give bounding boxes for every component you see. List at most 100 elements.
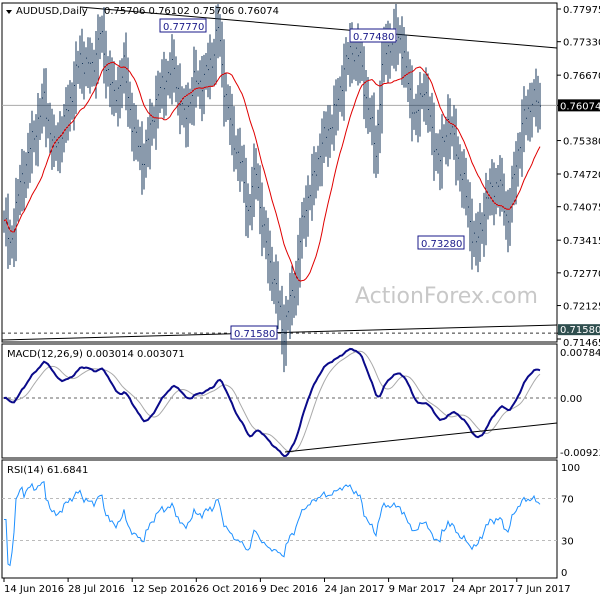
price-bar <box>329 105 331 158</box>
price-bar <box>381 40 383 134</box>
price-bar <box>313 146 315 206</box>
rsi-panel <box>1 459 558 579</box>
price-bar <box>193 46 195 126</box>
price-bar <box>215 5 217 85</box>
price-bar <box>257 163 259 201</box>
price-bar <box>479 202 481 262</box>
price-bar <box>337 78 339 131</box>
price-bar <box>413 98 415 130</box>
price-bar <box>149 98 151 170</box>
price-bar <box>333 85 335 151</box>
price-bar <box>535 68 537 127</box>
price-bar <box>185 84 187 148</box>
price-bar <box>423 73 425 122</box>
price-bar <box>79 35 81 89</box>
price-bar <box>235 135 237 170</box>
price-bar <box>159 72 161 114</box>
rsi-y-label: 70 <box>561 495 574 506</box>
price-bar <box>237 128 239 182</box>
price-bar <box>265 210 267 260</box>
macd-main-line <box>3 347 541 458</box>
price-bar <box>341 65 343 117</box>
price-bar <box>97 14 99 84</box>
price-bar <box>375 125 377 178</box>
price-bar <box>295 260 297 316</box>
price-bar <box>11 225 13 259</box>
price-bar <box>353 38 355 80</box>
price-bar <box>469 182 471 252</box>
x-tick-label: 12 Sep 2016 <box>132 584 195 595</box>
price-bar <box>131 92 133 152</box>
price-bar <box>529 82 531 142</box>
price-bar <box>141 121 143 195</box>
price-bar <box>129 81 131 129</box>
price-bar <box>475 213 477 266</box>
price-bar <box>183 88 185 128</box>
ohlc-header: 0.75706 0.76102 0.75706 0.76074 <box>104 6 279 17</box>
price-bar <box>81 28 83 94</box>
price-bar <box>513 151 515 206</box>
price-bar <box>139 126 141 171</box>
price-bar <box>19 164 21 216</box>
price-bar <box>321 118 323 187</box>
price-bar <box>371 95 373 146</box>
rsi-line <box>4 481 541 567</box>
price-bar <box>71 82 73 120</box>
price-bar <box>455 108 457 186</box>
price-bar <box>143 143 145 190</box>
price-bar <box>135 104 137 160</box>
price-bar <box>123 42 125 94</box>
collapse-triangle-icon[interactable] <box>6 10 12 14</box>
price-bar <box>323 111 325 163</box>
price-bar <box>471 198 473 270</box>
price-bar <box>435 133 437 171</box>
price-bar <box>273 261 275 305</box>
price-bar <box>105 30 107 99</box>
support-trendline <box>1 324 558 341</box>
price-annotation: 0.71580 <box>234 329 275 340</box>
x-tick-label: 24 Jan 2017 <box>325 584 385 595</box>
price-bar <box>497 165 499 208</box>
y-tick-label: 0.74075 <box>563 203 600 214</box>
price-bar <box>21 149 23 212</box>
price-bar <box>167 60 169 96</box>
price-bar <box>51 108 53 170</box>
price-bar <box>229 86 231 145</box>
price-bar <box>153 106 155 139</box>
price-bar <box>461 151 463 208</box>
price-bar <box>463 149 465 209</box>
price-bar <box>307 175 309 237</box>
price-bar <box>527 89 529 141</box>
price-bar <box>89 37 91 94</box>
price-bar <box>203 54 205 115</box>
price-bar <box>281 285 283 355</box>
price-bar <box>457 136 459 181</box>
price-bar <box>269 230 271 291</box>
price-bar <box>415 93 417 136</box>
watermark: ActionForex.com <box>355 284 538 309</box>
price-bar <box>213 38 215 87</box>
price-bar <box>155 75 157 150</box>
price-annotation: 0.77480 <box>353 32 394 43</box>
price-bar <box>301 201 303 259</box>
price-bar <box>271 246 273 301</box>
price-annotation: 0.77770 <box>163 22 204 33</box>
price-bar <box>239 127 241 192</box>
price-bar <box>33 120 35 153</box>
price-bar <box>41 83 43 134</box>
price-bar <box>151 102 153 146</box>
price-bar <box>275 254 277 314</box>
price-bar <box>433 102 435 181</box>
price-annotation-box <box>230 325 278 340</box>
price-bar <box>199 60 201 109</box>
price-bar <box>27 132 29 189</box>
price-bar <box>53 114 55 167</box>
price-bar <box>63 103 65 153</box>
price-bar <box>177 65 179 116</box>
price-bar <box>305 185 307 247</box>
price-bar <box>491 159 493 216</box>
price-bar <box>221 21 223 88</box>
y-tick-label: 0.71465 <box>563 338 600 349</box>
